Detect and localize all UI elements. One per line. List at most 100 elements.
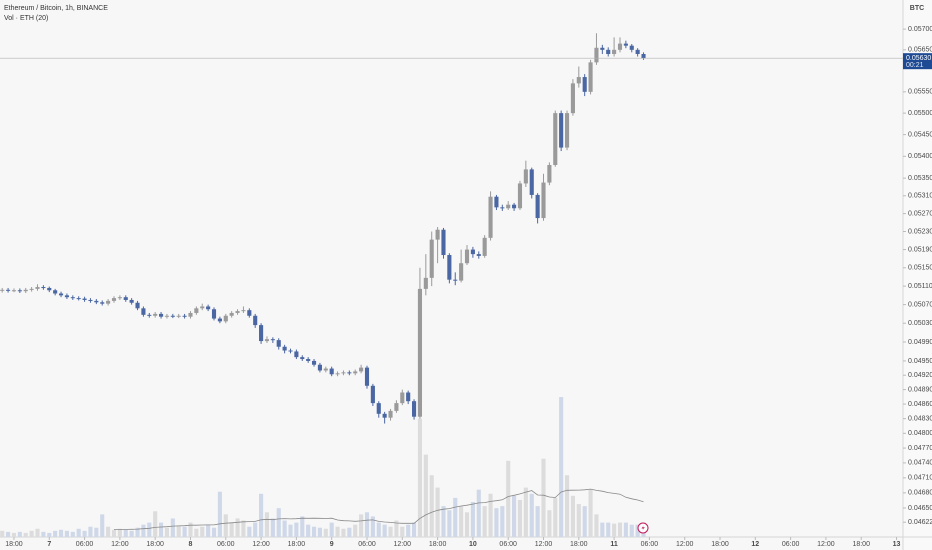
volume-bar [429, 475, 434, 537]
candle-body [476, 254, 481, 256]
volume-bar [47, 532, 52, 537]
volume-bar [535, 506, 540, 537]
volume-bar [417, 418, 423, 537]
x-tick-label: 18:00 [570, 541, 588, 548]
candle-body [147, 314, 152, 316]
x-tick-label: 18:00 [146, 541, 164, 548]
candle-body [364, 367, 370, 386]
volume-bar [276, 508, 281, 537]
volume-bar [206, 524, 211, 537]
last-price-label: 0.05630 [906, 55, 931, 62]
volume-bar [82, 530, 87, 537]
price-axis-bg [903, 0, 932, 550]
candle-body [270, 339, 275, 341]
y-tick-label: 0.04740 [908, 460, 932, 467]
volume-bar [123, 529, 128, 537]
volume-bar [188, 522, 193, 537]
candle-body [376, 403, 381, 414]
volume-bar [111, 529, 117, 537]
y-tick-label: 0.05450 [908, 131, 932, 138]
volume-bar [341, 528, 346, 537]
candle-body [370, 385, 375, 404]
volume-bar [400, 526, 405, 537]
candle-body [329, 368, 334, 375]
candle-body [276, 340, 281, 347]
volume-bar [194, 528, 199, 537]
candle-body [294, 351, 299, 358]
candle-body [588, 62, 593, 92]
volume-bar [117, 528, 122, 537]
candle-body [423, 277, 428, 289]
volume-bar [541, 458, 546, 537]
candle-body [253, 315, 258, 326]
candle-body [600, 47, 605, 50]
candle-body [41, 287, 46, 289]
candle-body [500, 207, 505, 209]
volume-bar [317, 527, 322, 537]
candle-body [282, 346, 287, 351]
candle-body [247, 310, 252, 316]
candle-body [447, 255, 452, 280]
volume-bar [388, 526, 393, 537]
candle-body [435, 229, 440, 240]
candle-body [306, 359, 311, 361]
y-tick-label: 0.04770 [908, 445, 932, 452]
y-tick-label: 0.05030 [908, 320, 932, 327]
candle-body [517, 183, 523, 209]
volume-bar [288, 524, 293, 537]
volume-bar [241, 520, 246, 537]
y-tick-label: 0.05350 [908, 175, 932, 182]
y-tick-label: 0.04990 [908, 339, 932, 346]
y-tick-label: 0.05190 [908, 246, 932, 253]
candle-body [482, 237, 487, 256]
volume-bar [64, 530, 69, 537]
volume-bar [58, 529, 64, 537]
y-tick-label: 0.05110 [908, 283, 932, 290]
candle-body [494, 196, 499, 208]
candle-body [311, 360, 317, 365]
volume-bar [576, 504, 581, 537]
volume-bar [470, 502, 475, 537]
candle-body [206, 306, 211, 310]
candle-body [612, 49, 617, 55]
volume-bar [282, 520, 287, 537]
volume-bar [412, 522, 417, 537]
candle-body [335, 373, 340, 375]
volume-bar [170, 518, 175, 537]
y-tick-label: 0.05400 [908, 153, 932, 160]
volume-bar [0, 530, 5, 537]
volume-bar [41, 531, 46, 537]
candle-body [570, 83, 575, 114]
candle-body [211, 309, 217, 319]
alert-icon[interactable] [637, 522, 649, 534]
y-tick-label: 0.05150 [908, 265, 932, 272]
candle-body [353, 371, 358, 374]
candle-body [470, 249, 475, 255]
volume-bar [506, 460, 511, 537]
volume-bar [364, 512, 370, 537]
volume-bar [570, 495, 575, 537]
x-tick-label: 13 [893, 541, 901, 548]
volume-bar [159, 522, 164, 537]
volume-bar [423, 454, 428, 537]
x-tick-label: 10 [469, 541, 477, 548]
volume-bar [164, 527, 170, 537]
candle-body [53, 290, 58, 294]
candle-body [153, 313, 158, 316]
volume-bar [441, 506, 446, 537]
volume-bar [606, 522, 611, 537]
volume-bar [629, 524, 634, 537]
volume-bar [229, 522, 234, 537]
candle-body [464, 249, 470, 264]
y-tick-label: 0.04710 [908, 475, 932, 482]
x-tick-label: 06:00 [76, 541, 94, 548]
candle-body [388, 410, 393, 418]
y-tick-label: 0.04860 [908, 401, 932, 408]
candle-body [541, 182, 546, 219]
volume-ma [113, 488, 644, 530]
candle-body [429, 239, 434, 278]
volume-bar [76, 528, 81, 537]
candle-body [523, 169, 528, 184]
candle-body [529, 169, 534, 195]
volume-bar [588, 489, 593, 537]
